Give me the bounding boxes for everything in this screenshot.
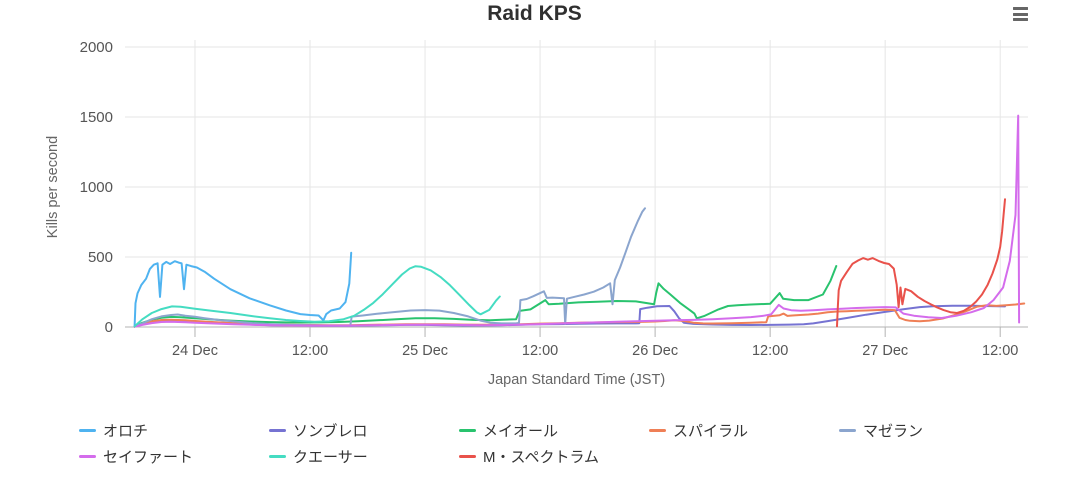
legend-marker-sombrero: [269, 428, 286, 432]
x-tick-label: 12:00: [292, 343, 328, 359]
y-axis-title: Kills per second: [45, 136, 61, 238]
hamburger-bar: [1013, 12, 1028, 16]
x-tick-label: 12:00: [522, 343, 558, 359]
y-tick-label: 500: [88, 249, 113, 266]
chart-legend: オロチ ソンブレロ メイオール スパイラル マゼランセイファート クエーサー M・スペクトラ…: [79, 417, 1049, 469]
legend-marker-mayall: [459, 428, 476, 432]
legend-label: オロチ: [103, 422, 149, 440]
legend-item-mayall[interactable]: メイオール: [459, 417, 649, 443]
legend-label: M・スペクトラム: [483, 448, 599, 466]
legend-label: マゼラン: [863, 422, 924, 440]
legend-label: クエーサー: [293, 448, 368, 466]
series-line-seyfert[interactable]: [133, 114, 1021, 328]
legend-marker-spiral: [649, 428, 666, 432]
x-axis-title: Japan Standard Time (JST): [488, 372, 665, 388]
legend-label: スパイラル: [673, 422, 749, 440]
legend-label: メイオール: [483, 422, 559, 440]
chart-title: Raid KPS: [487, 2, 582, 25]
y-tick-label: 1500: [80, 109, 113, 126]
x-tick-label: 12:00: [752, 343, 788, 359]
legend-label: セイファート: [103, 448, 194, 466]
hamburger-bar: [1013, 18, 1028, 21]
legend-marker-quasar: [269, 454, 286, 458]
legend-marker-m-spectrum: [459, 454, 476, 458]
series-line-mayall[interactable]: [133, 265, 838, 328]
series-line-m-spectrum[interactable]: [836, 198, 1006, 328]
y-tick-label: 1000: [80, 179, 113, 196]
plot-area: 24 Dec 12:00 25 Dec 12:00 26 Dec 12:00 27 Dec 1…: [45, 39, 1028, 388]
x-tick-label: 25 Dec: [402, 343, 448, 359]
legend-item-sombrero[interactable]: ソンブレロ: [269, 417, 459, 443]
legend-item-magellan[interactable]: マゼラン: [839, 417, 1029, 443]
y-tick-label: 2000: [80, 39, 113, 56]
x-tick-label: 27 Dec: [862, 343, 908, 359]
y-tick-label: 0: [105, 319, 113, 336]
legend-item-seyfert[interactable]: セイファート: [79, 443, 269, 469]
legend-item-orochi[interactable]: オロチ: [79, 417, 269, 443]
x-tick-label: 24 Dec: [172, 343, 218, 359]
legend-marker-seyfert: [79, 454, 96, 458]
hamburger-bar: [1013, 7, 1028, 10]
legend-marker-magellan: [839, 428, 856, 432]
legend-item-m-spectrum[interactable]: M・スペクトラム: [459, 443, 649, 469]
series-line-orochi[interactable]: [133, 251, 353, 328]
legend-item-quasar[interactable]: クエーサー: [269, 443, 459, 469]
x-tick-label: 12:00: [982, 343, 1018, 359]
series-line-quasar[interactable]: [133, 265, 501, 328]
series-line-magellan[interactable]: [133, 207, 646, 328]
legend-label: ソンブレロ: [293, 422, 368, 440]
x-tick-label: 26 Dec: [632, 343, 678, 359]
legend-item-spiral[interactable]: スパイラル: [649, 417, 839, 443]
hamburger-menu-icon[interactable]: [1011, 5, 1031, 25]
legend-marker-orochi: [79, 428, 96, 432]
